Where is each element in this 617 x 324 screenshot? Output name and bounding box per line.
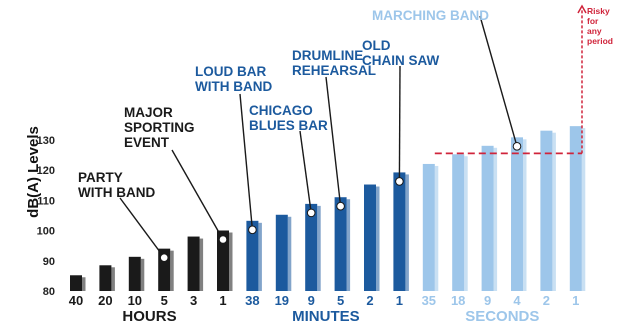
x-tick-label: 10 [128, 293, 142, 308]
x-tick-label: 1 [572, 293, 579, 308]
bar-side [229, 232, 233, 291]
bar-side [82, 277, 86, 291]
bar [364, 184, 376, 291]
y-tick-label: 100 [37, 226, 55, 238]
x-tick-label: 2 [543, 293, 550, 308]
x-tick-label: 3 [190, 293, 197, 308]
x-tick-label: 1 [219, 293, 226, 308]
bar-side [317, 205, 321, 291]
annotation-label: PARTY [78, 170, 123, 185]
group-label: MINUTES [292, 308, 360, 324]
x-tick-label: 9 [484, 293, 491, 308]
bar-side [581, 128, 586, 291]
bar-side [523, 139, 527, 291]
y-tick-label: 80 [43, 286, 55, 298]
threshold-arrow-head [577, 4, 587, 14]
y-tick-label: 110 [37, 195, 55, 207]
x-tick-label: 4 [513, 293, 521, 308]
annotation-label: SPORTING [124, 120, 195, 135]
annotation-label: REHEARSAL [292, 63, 376, 78]
x-tick-label: 40 [69, 293, 83, 308]
bar-side [111, 267, 115, 291]
bar [128, 256, 141, 291]
annotation-label: OLD [362, 38, 391, 53]
bar [569, 126, 582, 291]
annotation-label: WITH BAND [195, 79, 272, 94]
bar [275, 214, 288, 291]
bar [452, 154, 465, 291]
annotation-label: MAJOR [124, 105, 173, 120]
annotation-label: EVENT [124, 135, 170, 150]
y-tick-label: 90 [43, 256, 55, 268]
annotation-label: DRUMLINE [292, 48, 363, 63]
x-tick-label: 38 [245, 293, 259, 308]
bar-side [434, 165, 439, 291]
annotation-leader [171, 149, 224, 240]
bar [393, 172, 406, 291]
annotation-label: CHICAGO [249, 103, 313, 118]
bar-side [346, 199, 351, 291]
bar [422, 163, 435, 291]
bar [334, 197, 347, 291]
annotation-leader [119, 197, 165, 259]
annotation-dot [336, 201, 345, 211]
threshold-label: period [587, 36, 613, 46]
bar-side [405, 174, 409, 291]
annotation-label: CHAIN SAW [362, 53, 440, 68]
threshold-label: Risky [587, 6, 610, 16]
annotation-label: LOUD BAR [195, 64, 266, 79]
bar-side [258, 222, 262, 291]
annotation-leader [479, 15, 518, 147]
x-tick-label: 18 [451, 293, 465, 308]
bar [481, 145, 494, 291]
annotation-dot [395, 177, 404, 186]
bar-side [464, 156, 468, 291]
group-label: SECONDS [465, 308, 539, 324]
annotation-leader [239, 93, 254, 230]
annotation-leader [325, 76, 342, 207]
threshold-label: any [587, 26, 602, 36]
bar [246, 220, 259, 291]
bar [99, 265, 112, 291]
x-tick-label: 5 [161, 293, 168, 308]
x-tick-label: 19 [275, 293, 289, 308]
x-tick-label: 5 [337, 293, 344, 308]
threshold-label: for [587, 16, 599, 26]
annotation-leader [398, 65, 401, 182]
annotation-dot [159, 253, 169, 262]
y-axis-label: dB(A) Levels [25, 126, 42, 218]
bar [540, 130, 553, 291]
bar [70, 275, 82, 291]
bar [305, 203, 318, 291]
bar-side [140, 258, 145, 291]
x-tick-label: 9 [308, 293, 315, 308]
y-tick-label: 120 [37, 165, 55, 177]
bar-side [170, 250, 174, 291]
annotation-dot [512, 142, 522, 151]
annotation-label: MARCHING BAND [372, 8, 489, 23]
x-tick-label: 2 [366, 293, 373, 308]
bar-side [287, 216, 292, 291]
x-tick-label: 1 [396, 293, 403, 308]
bar-side [199, 238, 204, 291]
bar-side [376, 186, 380, 291]
bar [511, 137, 523, 291]
annotation-label: WITH BAND [78, 185, 155, 200]
bar [217, 230, 229, 291]
annotation-leader [299, 130, 312, 213]
annotation-dot [218, 235, 228, 244]
annotation-label: BLUES BAR [249, 118, 328, 133]
annotation-dot [248, 225, 257, 235]
y-tick-label: 130 [37, 135, 55, 147]
annotation-dot [306, 208, 316, 218]
bar-side [552, 132, 556, 291]
x-tick-label: 35 [422, 293, 436, 308]
bar-side [493, 147, 498, 291]
x-tick-label: 20 [98, 293, 112, 308]
bar [187, 236, 200, 291]
group-label: HOURS [122, 308, 176, 324]
